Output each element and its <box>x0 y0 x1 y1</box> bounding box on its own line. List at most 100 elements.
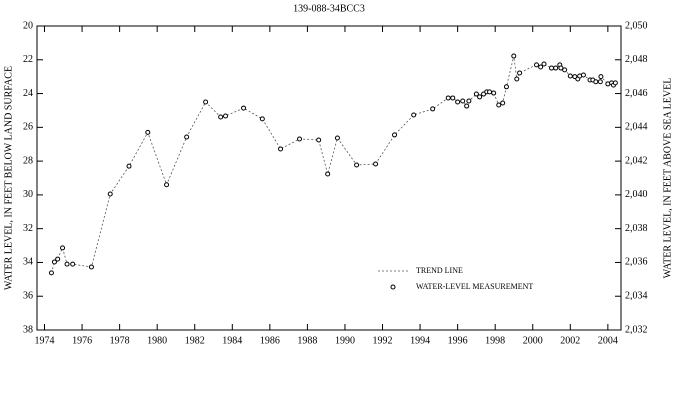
measurement <box>477 94 483 100</box>
x-tick-label: 1992 <box>373 335 393 346</box>
measurement <box>460 98 466 104</box>
x-tick-label: 1978 <box>110 335 130 346</box>
legend-label: WATER-LEVEL MEASUREMENT <box>416 282 533 291</box>
trend-line <box>51 55 616 274</box>
measurement <box>164 182 170 188</box>
x-tick-label: 1982 <box>185 335 205 346</box>
y2-tick-label: 2,038 <box>625 223 648 234</box>
measurement <box>145 129 151 135</box>
y2-tick-label: 2,036 <box>625 257 648 268</box>
y-tick-label: 28 <box>23 155 33 166</box>
measurement <box>464 103 470 109</box>
measurement <box>598 74 604 80</box>
y2-tick-label: 2,050 <box>625 20 648 31</box>
x-tick-label: 1988 <box>297 335 317 346</box>
measurement <box>51 259 57 265</box>
measurement <box>126 163 132 169</box>
measurement <box>597 79 603 85</box>
measurement <box>325 171 331 177</box>
measurement <box>567 73 573 79</box>
measurement <box>541 61 547 67</box>
measurement <box>48 270 54 276</box>
measurement <box>278 146 284 152</box>
y-tick-label: 36 <box>23 291 33 302</box>
measurement <box>223 113 229 119</box>
y2-tick-label: 2,044 <box>625 122 648 133</box>
y2-tick-label: 2,048 <box>625 54 648 65</box>
measurement <box>373 161 379 167</box>
y2-tick-label: 2,032 <box>625 324 648 335</box>
y-axis-title: WATER LEVEL, IN FEET BELOW LAND SURFACE <box>3 66 14 290</box>
measurement <box>55 256 61 262</box>
x-tick-label: 1980 <box>147 335 167 346</box>
x-tick-label: 1990 <box>335 335 355 346</box>
measurement <box>259 116 265 122</box>
measurement <box>60 245 66 251</box>
measurement <box>558 65 564 71</box>
y2-tick-label: 2,046 <box>625 88 648 99</box>
y-tick-label: 22 <box>23 54 33 65</box>
y-tick-label: 20 <box>23 20 33 31</box>
y2-tick-label: 2,034 <box>625 291 648 302</box>
plot-frame <box>36 25 622 331</box>
x-tick-label: 1974 <box>35 335 55 346</box>
measurement <box>533 62 539 68</box>
measurement <box>392 132 398 138</box>
x-tick-label: 1976 <box>72 335 92 346</box>
y2-tick-label: 2,042 <box>625 155 648 166</box>
y2-tick-label: 2,040 <box>625 189 648 200</box>
measurement <box>538 64 544 70</box>
measurement <box>514 76 520 82</box>
measurement <box>553 65 559 71</box>
x-tick-label: 1998 <box>485 335 505 346</box>
y-tick-label: 30 <box>23 189 33 200</box>
measurement <box>241 105 247 111</box>
legend-swatch <box>390 284 396 290</box>
measurement <box>487 89 493 95</box>
y-tick-label: 32 <box>23 223 33 234</box>
x-tick-label: 1996 <box>448 335 468 346</box>
y-tick-label: 26 <box>23 122 33 133</box>
measurement <box>511 53 517 59</box>
measurement <box>218 114 224 120</box>
y2-axis-title: WATER LEVEL, IN FEET ABOVE SEA LEVEL <box>662 78 673 279</box>
x-tick-label: 2000 <box>523 335 543 346</box>
measurement <box>354 162 360 168</box>
measurement <box>562 67 568 73</box>
measurement <box>593 79 599 85</box>
x-tick-label: 2004 <box>598 335 618 346</box>
chart-title: 139-088-34BCC3 <box>293 3 365 14</box>
measurement <box>450 95 456 101</box>
measurement <box>88 264 94 270</box>
measurement <box>64 261 70 267</box>
y-tick-label: 34 <box>23 257 33 268</box>
measurement <box>549 65 555 71</box>
measurement <box>184 134 190 140</box>
measurement <box>503 84 509 90</box>
measurement <box>430 106 436 112</box>
y-tick-label: 24 <box>23 88 33 99</box>
x-tick-label: 1984 <box>222 335 242 346</box>
measurement <box>612 80 618 86</box>
measurement <box>297 136 303 142</box>
measurement <box>491 90 497 96</box>
measurement <box>203 99 209 105</box>
x-tick-label: 1986 <box>260 335 280 346</box>
measurement <box>411 112 417 118</box>
measurement <box>500 100 506 106</box>
measurement <box>466 98 472 104</box>
measurement <box>445 95 451 101</box>
measurement <box>70 261 76 267</box>
measurement <box>496 102 502 108</box>
measurement <box>473 91 479 97</box>
y-tick-label: 38 <box>23 324 33 335</box>
measurement <box>107 191 113 197</box>
x-tick-label: 1994 <box>410 335 430 346</box>
measurement <box>517 70 523 76</box>
legend-label: TREND LINE <box>416 266 463 275</box>
measurement <box>455 99 461 105</box>
measurement <box>580 72 586 78</box>
measurement <box>334 135 340 141</box>
measurement <box>316 137 322 143</box>
